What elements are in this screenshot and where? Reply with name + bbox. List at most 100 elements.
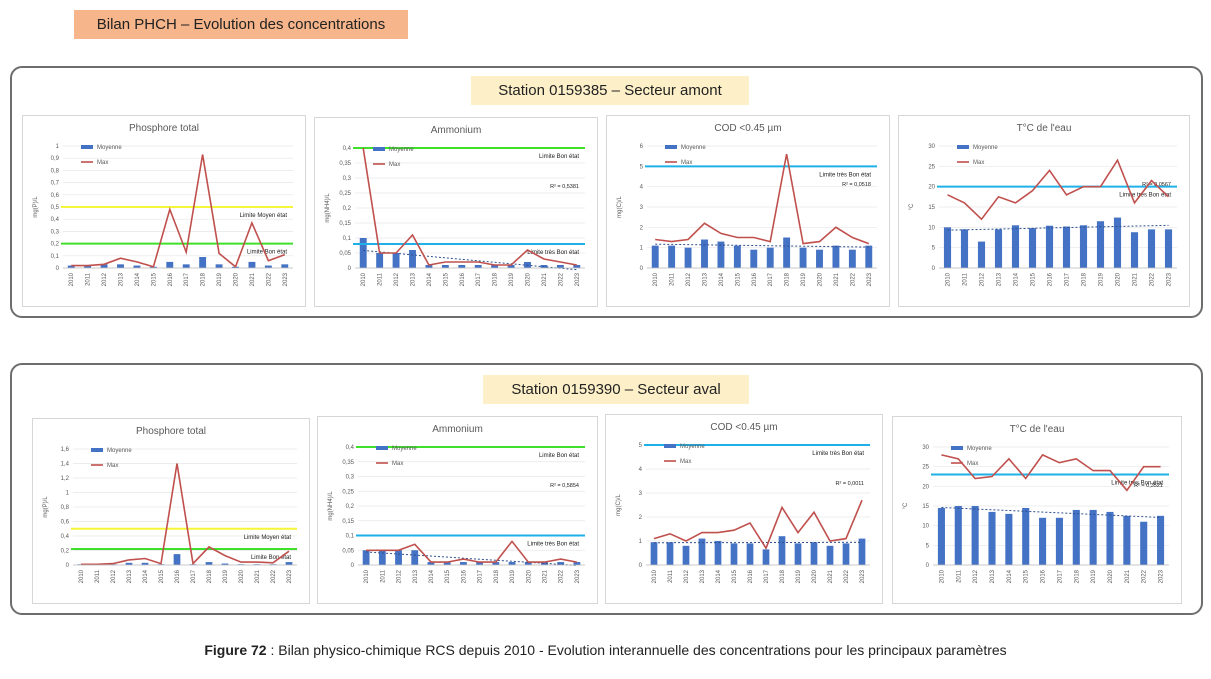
chart-svg: Ammonium 0 0,05 0,1 0,15 0,2 0,25 0,3 0,35 0,4 mg(… <box>328 424 585 583</box>
y-tick-label: 0,1 <box>346 534 355 540</box>
y-axis-label: mg(C)/L <box>617 196 623 218</box>
bar-moyenne <box>1062 226 1071 268</box>
legend-max: Max <box>681 160 692 166</box>
y-tick-label: 0,05 <box>342 548 354 554</box>
y-tick-label: 2 <box>639 515 643 521</box>
bar-moyenne <box>474 265 482 268</box>
y-tick-label: 1 <box>640 246 644 252</box>
y-tick-label: 0,8 <box>51 168 60 174</box>
x-tick-label: 2011 <box>963 272 969 286</box>
y-axis-label: mg(NH4)/L <box>328 491 334 521</box>
x-tick-label: 2016 <box>1041 569 1047 583</box>
x-tick-label: 2013 <box>990 569 996 583</box>
limit-label: Limite Moyen état <box>240 213 288 219</box>
bar-moyenne <box>443 562 451 565</box>
x-tick-label: 2012 <box>394 272 400 286</box>
y-tick-label: 0 <box>926 563 930 569</box>
chart-title: Ammonium <box>431 125 482 136</box>
bar-moyenne <box>1039 517 1047 565</box>
y-tick-label: 1 <box>56 144 60 150</box>
bar-moyenne <box>221 563 229 565</box>
bar-moyenne <box>1147 229 1156 268</box>
chart-svg: Phosphore total 0 0,2 0,4 0,6 0,8 1 1,2 1,4 1,6 mg… <box>43 426 297 583</box>
x-tick-label: 2013 <box>997 272 1003 286</box>
y-tick-label: 0,3 <box>346 475 355 481</box>
trend-line <box>366 551 577 566</box>
x-tick-label: 2020 <box>1108 569 1114 583</box>
x-tick-label: 2016 <box>168 272 174 286</box>
x-tick-label: 2016 <box>1048 272 1054 286</box>
x-tick-label: 2023 <box>867 272 873 286</box>
x-tick-label: 2022 <box>559 569 565 583</box>
x-tick-label: 2013 <box>119 272 125 286</box>
bar-moyenne <box>395 550 402 565</box>
legend-max: Max <box>680 459 691 465</box>
y-tick-label: 0,15 <box>342 519 354 525</box>
y-tick-label: 0,4 <box>346 445 355 451</box>
bar-moyenne <box>1123 515 1131 565</box>
y-tick-label: 25 <box>928 164 935 170</box>
legend-max: Max <box>973 160 984 166</box>
legend-swatch-moyenne <box>957 145 969 149</box>
y-tick-label: 3 <box>639 491 643 497</box>
y-tick-label: 0,4 <box>343 146 352 152</box>
limit-label: Limite Bon état <box>539 453 579 459</box>
chart-cod-amont: COD <0.45 µm 0 1 2 3 4 5 6 mg(C)/L Limite très Bo… <box>606 115 890 307</box>
bar-moyenne <box>1079 225 1088 268</box>
y-tick-label: 0,2 <box>51 242 60 248</box>
legend-max: Max <box>107 463 118 469</box>
y-tick-label: 1 <box>66 491 70 497</box>
x-tick-label: 2014 <box>429 569 435 583</box>
bar-moyenne <box>1157 515 1165 565</box>
x-tick-label: 2023 <box>287 569 293 583</box>
chart-title: T°C de l'eau <box>1010 424 1065 435</box>
bar-moyenne <box>508 562 516 565</box>
x-tick-label: 2018 <box>201 272 207 286</box>
y-tick-label: 0,4 <box>61 534 70 540</box>
line-max <box>81 463 290 566</box>
x-tick-label: 2010 <box>364 569 370 583</box>
bar-moyenne <box>954 506 962 565</box>
x-tick-label: 2015 <box>151 272 157 286</box>
x-tick-label: 2014 <box>1007 569 1013 583</box>
x-tick-label: 2016 <box>752 272 758 286</box>
x-tick-label: 2018 <box>494 569 500 583</box>
x-tick-label: 2010 <box>653 272 659 286</box>
legend-swatch-moyenne <box>81 145 93 149</box>
x-tick-label: 2014 <box>719 272 725 286</box>
bar-moyenne <box>1140 521 1148 565</box>
x-tick-label: 2014 <box>1014 272 1020 286</box>
bar-moyenne <box>141 562 149 565</box>
bar-moyenne <box>100 264 108 268</box>
station-title-aval: Station 0159390 – Secteur aval <box>483 375 749 404</box>
bar-moyenne <box>557 562 565 565</box>
y-tick-label: 0,4 <box>51 217 60 223</box>
limit-label: Limite Moyen état <box>244 535 292 541</box>
limit-label: Limite très Bon état <box>812 451 864 457</box>
bar-moyenne <box>799 247 807 268</box>
x-tick-label: 2010 <box>652 569 658 583</box>
y-axis-label: mg(P)/L <box>33 196 39 218</box>
x-tick-label: 2012 <box>111 569 117 583</box>
bar-moyenne <box>826 545 834 565</box>
x-tick-label: 2014 <box>135 272 141 286</box>
bar-moyenne <box>1055 517 1063 565</box>
y-tick-label: 2 <box>640 225 644 231</box>
y-axis-label: °C <box>903 502 909 509</box>
bar-moyenne <box>524 562 532 565</box>
y-tick-label: 0,3 <box>51 229 60 235</box>
x-tick-label: 2019 <box>223 569 229 583</box>
x-tick-label: 2010 <box>79 569 85 583</box>
bar-moyenne <box>666 542 674 565</box>
bar-moyenne <box>668 245 676 268</box>
bar-moyenne <box>173 554 181 565</box>
bar-moyenne <box>684 247 692 268</box>
chart-title: Ammonium <box>432 424 483 435</box>
x-tick-label: 2017 <box>1057 569 1063 583</box>
y-tick-label: 0 <box>932 266 936 272</box>
x-tick-label: 2019 <box>1091 569 1097 583</box>
y-tick-label: 0,25 <box>342 489 354 495</box>
y-tick-label: 0,1 <box>343 236 352 242</box>
chart-ammonium-amont: Ammonium 0 0,05 0,1 0,15 0,2 0,25 0,3 0,35 0,4 mg(… <box>314 117 598 307</box>
y-tick-label: 0,7 <box>51 181 60 187</box>
